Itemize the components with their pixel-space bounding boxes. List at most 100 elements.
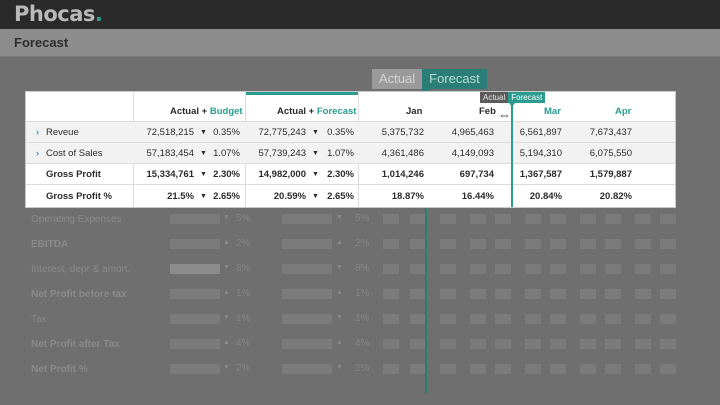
dimmed-month-cell xyxy=(470,289,486,299)
dimmed-month-cell xyxy=(660,314,676,324)
jan-value: 4,361,486 xyxy=(381,148,424,159)
dimmed-month-cell xyxy=(550,264,566,274)
table-row[interactable]: Gross Profit % 21.5% ▼ 2.65% 20.59% ▼ 2.… xyxy=(26,184,675,207)
dimmed-month-cell xyxy=(470,364,486,374)
dimmed-month-cell xyxy=(495,364,511,374)
table-row[interactable]: › Cost of Sales 57,183,454 ▼ 1.07% 57,73… xyxy=(26,142,675,163)
dimmed-month-cell xyxy=(635,314,651,324)
dimmed-variance: 1% xyxy=(355,288,370,299)
apr-value: 1,579,887 xyxy=(589,169,632,180)
dimmed-row: Net Profit before tax ▲ 1% ▲ 1% xyxy=(0,283,720,308)
table-row[interactable]: Gross Profit 15,334,761 ▼ 2.30% 14,982,0… xyxy=(26,163,675,184)
trend-arrow-icon: ▲ xyxy=(223,339,230,346)
dimmed-month-cell xyxy=(525,339,541,349)
dimmed-month-cell xyxy=(410,339,426,349)
dimmed-month-cell xyxy=(635,339,651,349)
actual-budget-variance: 0.35% xyxy=(213,127,240,138)
forecast-column-highlight xyxy=(245,92,359,95)
header-apr[interactable]: Apr xyxy=(615,106,632,117)
column-actual-forecast-toggle[interactable]: Actual Forecast xyxy=(480,92,546,103)
trend-arrow-icon: ▼ xyxy=(336,214,343,221)
feb-value: 4,149,093 xyxy=(451,148,494,159)
chevron-right-icon[interactable]: › xyxy=(36,127,40,138)
triangle-down-icon: ▼ xyxy=(312,171,319,178)
feb-value: 16.44% xyxy=(461,191,494,202)
table-row[interactable]: › Reveue 72,518,215 ▼ 0.35% 72,775,243 ▼… xyxy=(26,121,675,142)
dimmed-month-cell xyxy=(383,214,399,224)
top-bar: Phocas. xyxy=(0,0,720,29)
header-actual-forecast[interactable]: Actual + Forecast xyxy=(277,106,357,117)
dimmed-month-cell xyxy=(605,239,621,249)
dimmed-row: Interest, depr & amort. ▼ 8% ▼ 8% xyxy=(0,258,720,283)
dimmed-month-cell xyxy=(440,289,456,299)
dimmed-month-cell xyxy=(440,314,456,324)
actual-forecast-divider[interactable] xyxy=(425,208,427,393)
feb-value: 4,965,463 xyxy=(451,127,494,138)
dimmed-month-cell xyxy=(383,239,399,249)
trend-arrow-icon: ▼ xyxy=(336,314,343,321)
dimmed-row: Net Profit after Tax ▲ 4% ▲ 4% xyxy=(0,333,720,358)
actual-forecast-variance: 2.65% xyxy=(327,191,354,202)
dimmed-month-cell xyxy=(440,364,456,374)
dimmed-month-cell xyxy=(550,339,566,349)
trend-arrow-icon: ▼ xyxy=(336,264,343,271)
dimmed-row-label: Net Profit after Tax xyxy=(31,339,120,350)
dimmed-month-cell xyxy=(550,239,566,249)
dimmed-row-label: Interest, depr & amort. xyxy=(31,264,131,275)
column-actual-option[interactable]: Actual xyxy=(480,92,509,103)
dimmed-value-bar xyxy=(282,214,332,224)
table-header-row: Actual + Budget Actual + Forecast Jan Fe… xyxy=(26,92,675,121)
dimmed-value-bar xyxy=(282,339,332,349)
dimmed-row-label: Tax xyxy=(31,314,47,325)
dimmed-month-cell xyxy=(410,289,426,299)
row-label[interactable]: Reveue xyxy=(46,127,79,138)
dimmed-month-cell xyxy=(470,264,486,274)
header-actual-budget[interactable]: Actual + Budget xyxy=(170,106,243,117)
header-jan[interactable]: Jan xyxy=(406,106,423,117)
dimmed-row: Tax ▼ 1% ▼ 1% xyxy=(0,308,720,333)
column-split-handle[interactable] xyxy=(511,103,513,207)
dimmed-month-cell xyxy=(525,264,541,274)
resize-horizontal-icon[interactable]: ⇔ xyxy=(498,107,511,122)
phocas-logo[interactable]: Phocas. xyxy=(14,2,103,26)
trend-arrow-icon: ▼ xyxy=(223,314,230,321)
dimmed-value-bar xyxy=(170,364,220,374)
chevron-right-icon[interactable]: › xyxy=(36,148,40,159)
dimmed-month-cell xyxy=(635,214,651,224)
mar-value: 5,194,310 xyxy=(519,148,562,159)
forecast-toggle-option[interactable]: Forecast xyxy=(422,69,487,89)
actual-toggle-option[interactable]: Actual xyxy=(372,69,423,89)
feb-value: 697,734 xyxy=(459,169,494,180)
dimmed-month-cell xyxy=(525,214,541,224)
page-title: Forecast xyxy=(14,35,69,50)
dimmed-value-bar xyxy=(282,289,332,299)
dimmed-month-cell xyxy=(605,214,621,224)
dimmed-month-cell xyxy=(660,339,676,349)
dimmed-month-cell xyxy=(580,289,596,299)
column-forecast-option[interactable]: Forecast xyxy=(508,92,546,103)
dimmed-row: Operating Expenses ▼ 5% ▼ 5% xyxy=(0,208,720,233)
dimmed-month-cell xyxy=(605,264,621,274)
dimmed-variance: 2% xyxy=(355,363,370,374)
trend-arrow-icon: ▲ xyxy=(336,339,343,346)
dimmed-variance: 8% xyxy=(236,263,251,274)
header-feb[interactable]: Feb xyxy=(479,106,496,117)
dimmed-month-cell xyxy=(495,314,511,324)
row-label[interactable]: Cost of Sales xyxy=(46,148,103,159)
dimmed-value-bar xyxy=(170,239,220,249)
dimmed-month-cell xyxy=(525,314,541,324)
dimmed-month-cell xyxy=(410,364,426,374)
dimmed-month-cell xyxy=(660,214,676,224)
title-bar: Forecast xyxy=(0,29,720,57)
actual-forecast-toggle[interactable]: Actual Forecast xyxy=(372,69,487,89)
dimmed-month-cell xyxy=(635,364,651,374)
dimmed-month-cell xyxy=(383,339,399,349)
dimmed-month-cell xyxy=(440,214,456,224)
header-mar[interactable]: Mar xyxy=(544,106,561,117)
actual-forecast-value: 57,739,243 xyxy=(258,148,306,159)
actual-budget-value: 72,518,215 xyxy=(146,127,194,138)
trend-arrow-icon: ▼ xyxy=(223,214,230,221)
trend-arrow-icon: ▲ xyxy=(336,289,343,296)
dimmed-variance: 2% xyxy=(236,363,251,374)
dimmed-month-cell xyxy=(495,289,511,299)
